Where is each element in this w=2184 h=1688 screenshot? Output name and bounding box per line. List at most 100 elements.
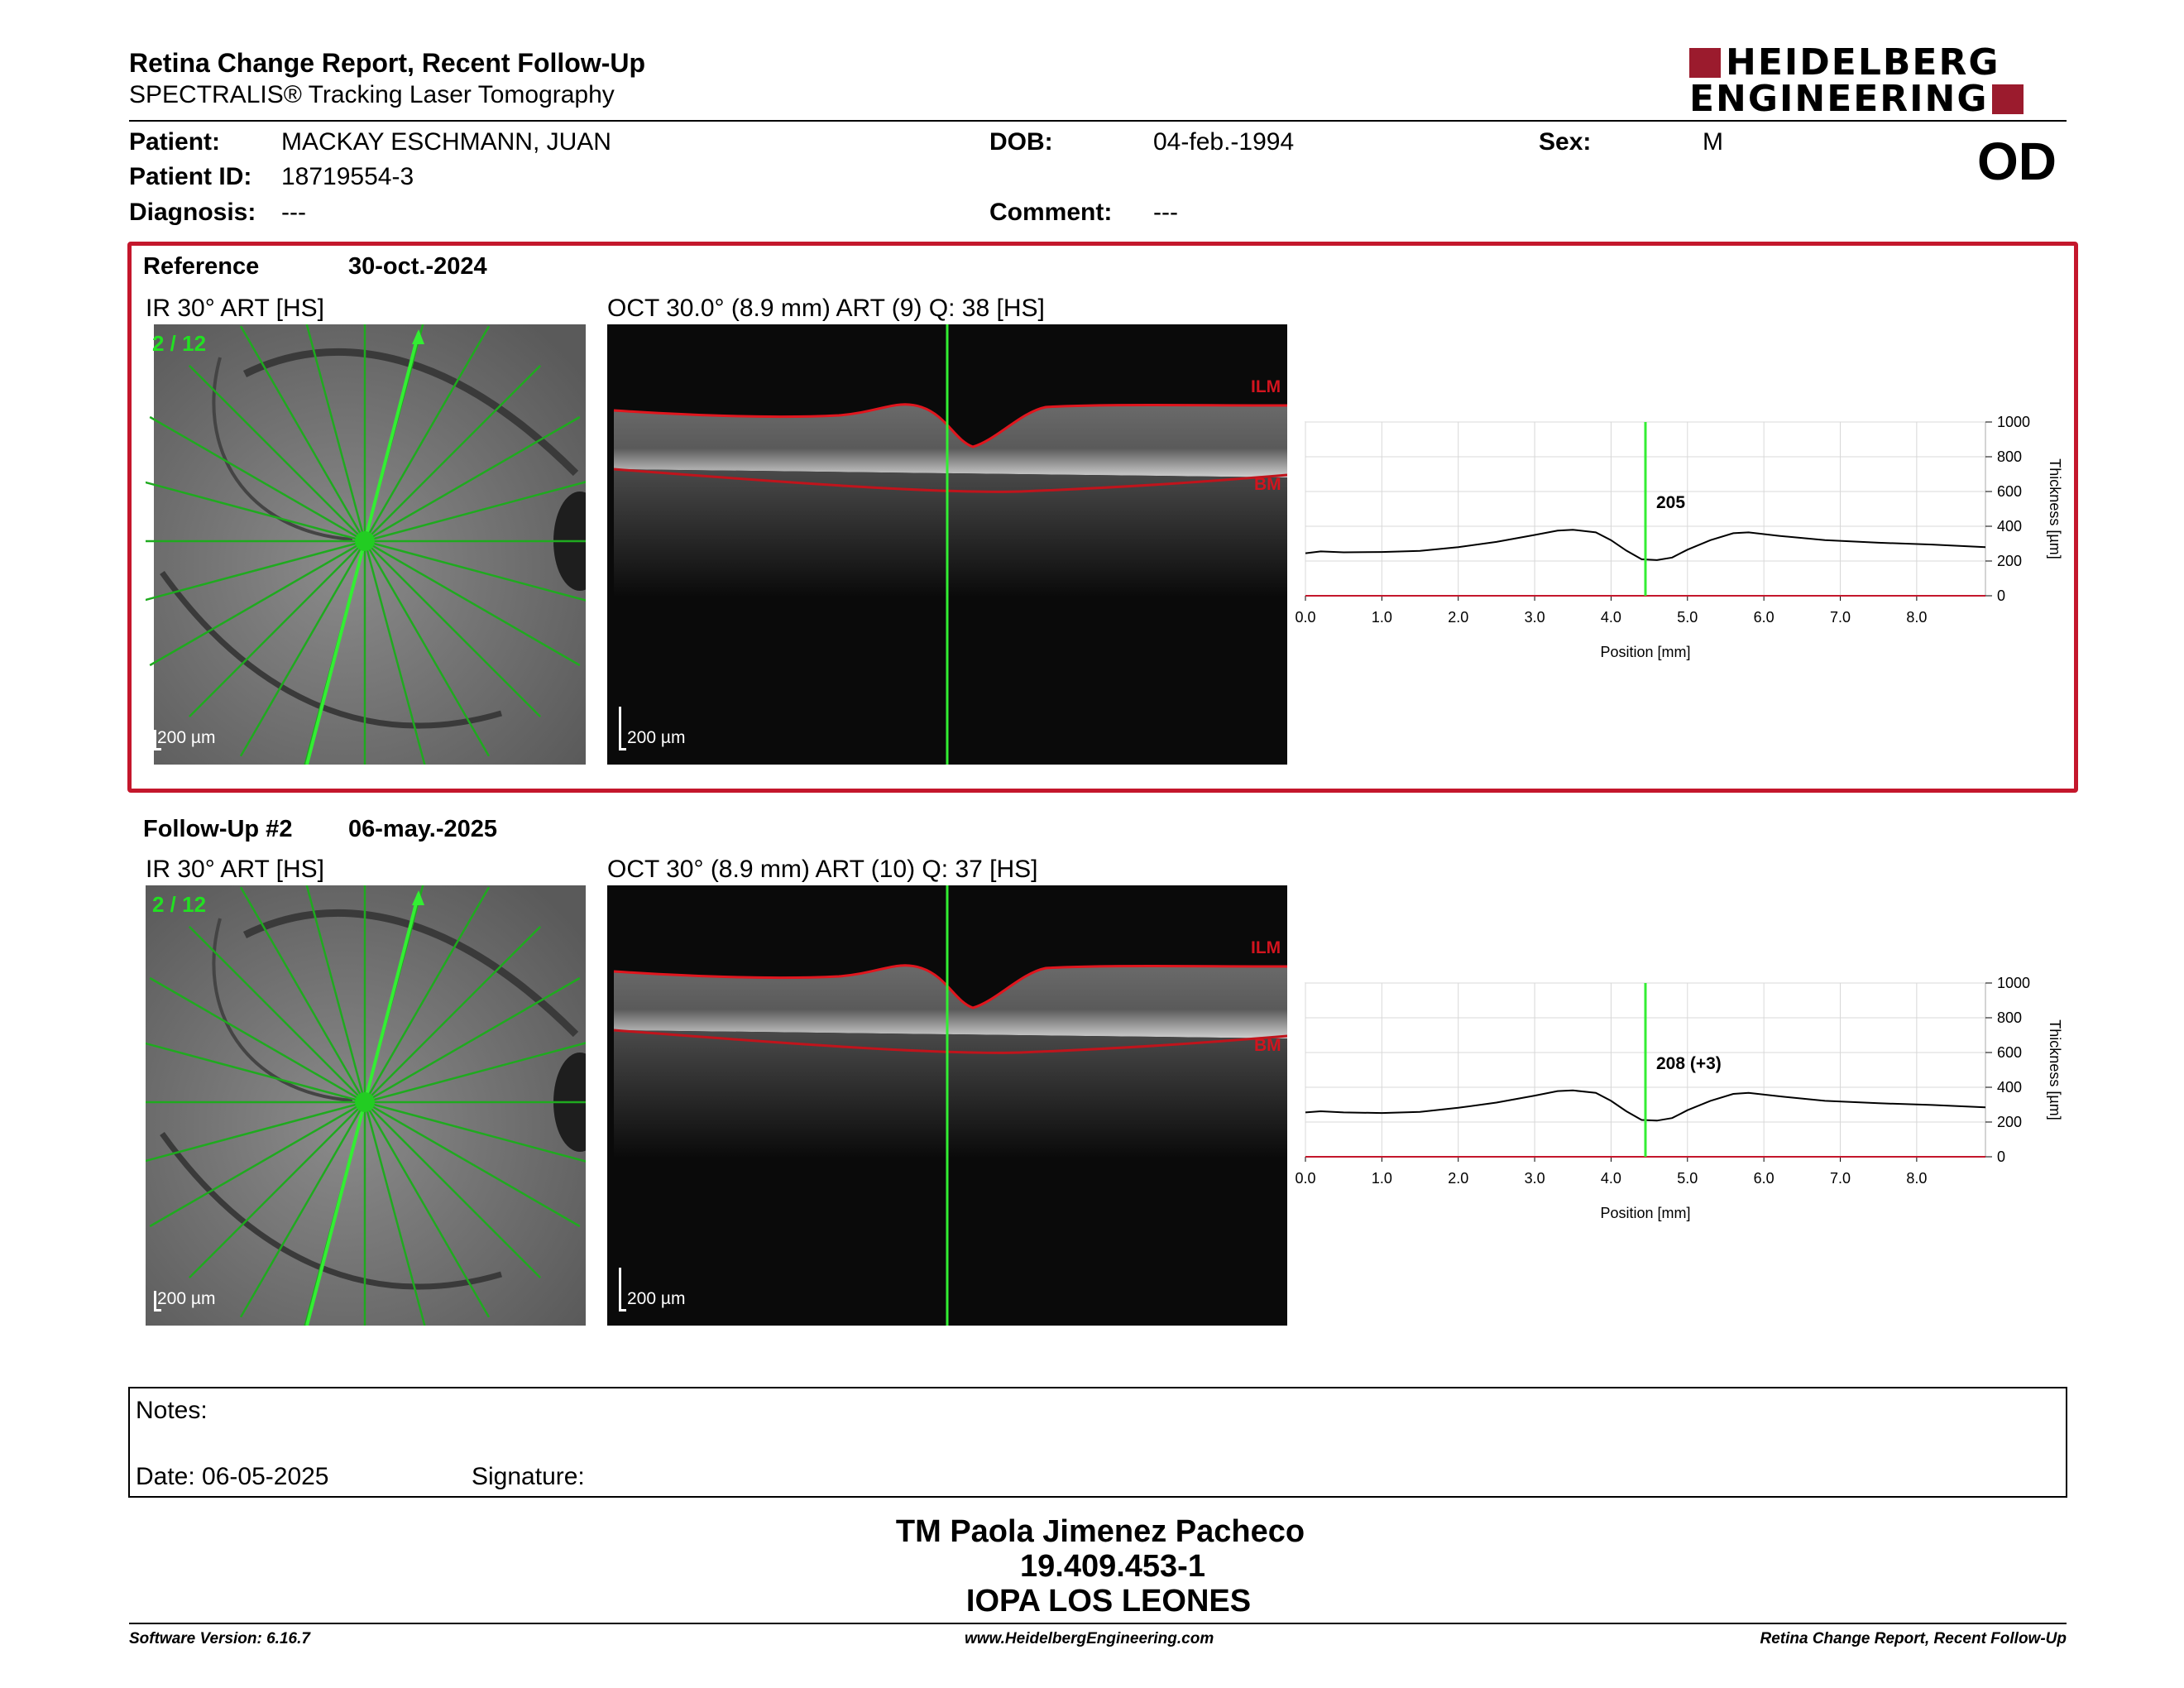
x-tick-label: 4.0 [1601, 609, 1621, 626]
notes-date: Date: 06-05-2025 [136, 1463, 329, 1490]
x-tick-label: 1.0 [1372, 609, 1392, 626]
footer-divider [129, 1623, 2067, 1624]
scale-bar-label: 200 µm [627, 1289, 686, 1308]
y-tick-label: 1000 [1997, 414, 2030, 430]
y-tick-label: 0 [1997, 1149, 2005, 1165]
bm-label: BM [1254, 475, 1281, 494]
sex-value: M [1703, 128, 1723, 156]
x-tick-label: 0.0 [1295, 1170, 1315, 1187]
patient-label: Patient: [129, 128, 221, 156]
sex-label: Sex: [1539, 128, 1592, 156]
x-axis-label: Position [mm] [1600, 1205, 1690, 1221]
x-tick-label: 6.0 [1754, 609, 1774, 626]
signature-institution: IOPA LOS LEONES [965, 1584, 1252, 1618]
ilm-label: ILM [1251, 377, 1281, 396]
followup-oct-bscan-image[interactable]: ILM BM 200 µm [607, 885, 1287, 1326]
y-axis-label: Thickness [µm] [2047, 458, 2063, 559]
x-tick-label: 7.0 [1830, 1170, 1851, 1187]
patient-id-label: Patient ID: [129, 163, 252, 190]
y-tick-label: 600 [1997, 1044, 2022, 1061]
notes-label: Notes: [136, 1397, 208, 1424]
thickness-line [1305, 529, 1986, 561]
header-divider [129, 120, 2067, 122]
followup-ir-caption: IR 30° ART [HS] [146, 856, 324, 883]
scale-bar-label: 200 µm [627, 728, 686, 747]
x-tick-label: 4.0 [1601, 1170, 1621, 1187]
x-tick-label: 6.0 [1754, 1170, 1774, 1187]
followup-ir-fundus-image[interactable]: 2 / 12 200 µm [146, 885, 586, 1326]
followup-date: 06-may.-2025 [348, 816, 498, 842]
oct-bscan-layers [613, 885, 1287, 1326]
y-tick-label: 200 [1997, 553, 2022, 569]
x-tick-label: 1.0 [1372, 1170, 1392, 1187]
logo-line2: ENGINEERING [1689, 78, 1989, 120]
x-tick-label: 2.0 [1448, 609, 1468, 626]
y-tick-label: 200 [1997, 1114, 2022, 1130]
footer-report-name: Retina Change Report, Recent Follow-Up [1760, 1630, 2067, 1647]
scan-index-label: 2 / 12 [152, 892, 207, 917]
x-axis-label: Position [mm] [1600, 644, 1690, 660]
ilm-label: ILM [1251, 938, 1281, 957]
scale-bar-icon [619, 1268, 626, 1312]
scale-bar-label: 200 µm [157, 728, 216, 747]
reference-oct-bscan-image[interactable]: ILM BM 200 µm [607, 324, 1287, 765]
followup-marker-value: 208 (+3) [1656, 1054, 1722, 1073]
y-tick-label: 1000 [1997, 975, 2030, 991]
x-tick-label: 8.0 [1906, 609, 1927, 626]
oct-bscan-layers [613, 324, 1287, 765]
scale-bar-label: 200 µm [157, 1289, 216, 1308]
comment-value: --- [1153, 199, 1178, 226]
reference-oct-caption: OCT 30.0° (8.9 mm) ART (9) Q: 38 [HS] [607, 295, 1045, 322]
report-title: Retina Change Report, Recent Follow-Up [129, 48, 646, 78]
y-tick-label: 0 [1997, 587, 2005, 604]
signature-label: Signature: [472, 1463, 585, 1490]
x-tick-label: 0.0 [1295, 609, 1315, 626]
x-tick-label: 7.0 [1830, 609, 1851, 626]
reference-thickness-chart: 0 200 400 600 800 1000 0.0 1.0 2.0 3.0 4.0 5.0 6.0 7.… [1295, 414, 2063, 660]
thickness-line [1305, 1089, 1986, 1122]
patient-id: 18719554-3 [281, 163, 414, 190]
fundus-scan-pattern [146, 324, 586, 765]
scale-bar-icon [154, 1291, 161, 1312]
y-tick-label: 400 [1997, 518, 2022, 535]
x-tick-label: 5.0 [1677, 609, 1698, 626]
footer-website-link[interactable]: www.HeidelbergEngineering.com [965, 1630, 1214, 1647]
y-tick-label: 800 [1997, 448, 2022, 465]
x-tick-label: 3.0 [1525, 1170, 1545, 1187]
followup-label: Follow-Up #2 [143, 816, 293, 842]
logo-square-icon [1689, 48, 1721, 78]
logo-line1: HEIDELBERG [1726, 41, 2000, 84]
scale-bar-icon [154, 730, 161, 750]
notes-box[interactable] [128, 1387, 2067, 1498]
signature-name: TM Paola Jimenez Pacheco [895, 1514, 1305, 1549]
signature-rut: 19.409.453-1 [1020, 1549, 1205, 1584]
comment-label: Comment: [989, 199, 1113, 226]
y-tick-label: 400 [1997, 1079, 2022, 1096]
y-tick-label: 600 [1997, 483, 2022, 500]
patient-name: MACKAY ESCHMANN, JUAN [281, 128, 611, 156]
reference-marker-value: 205 [1656, 493, 1686, 512]
diagnosis-value: --- [281, 199, 306, 226]
followup-thickness-chart: 0 200 400 600 800 1000 0.0 1.0 2.0 3.0 4.0 5.0 6.0 7.… [1295, 975, 2063, 1221]
reference-ir-fundus-image[interactable]: 2 / 12 200 µm [146, 324, 586, 765]
logo-square-icon [1991, 84, 2024, 114]
x-tick-label: 2.0 [1448, 1170, 1468, 1187]
bm-label: BM [1254, 1036, 1281, 1055]
signature-block: TM Paola Jimenez Pacheco 19.409.453-1 IO… [728, 1514, 1473, 1618]
fundus-scan-pattern [146, 885, 586, 1326]
footer-software-version: Software Version: 6.16.7 [129, 1630, 310, 1647]
reference-date: 30-oct.-2024 [348, 253, 487, 280]
x-tick-label: 3.0 [1525, 609, 1545, 626]
report-subtitle: SPECTRALIS® Tracking Laser Tomography [129, 81, 615, 108]
scale-bar-icon [619, 707, 626, 750]
diagnosis-label: Diagnosis: [129, 199, 256, 226]
x-tick-label: 5.0 [1677, 1170, 1698, 1187]
dob-value: 04-feb.-1994 [1153, 128, 1295, 156]
reference-section [127, 242, 2078, 793]
dob-label: DOB: [989, 128, 1053, 156]
scan-index-label: 2 / 12 [152, 331, 207, 356]
followup-oct-caption: OCT 30° (8.9 mm) ART (10) Q: 37 [HS] [607, 856, 1038, 883]
eye-indicator: OD [1977, 132, 2057, 191]
reference-label: Reference [143, 253, 260, 280]
y-tick-label: 800 [1997, 1009, 2022, 1026]
